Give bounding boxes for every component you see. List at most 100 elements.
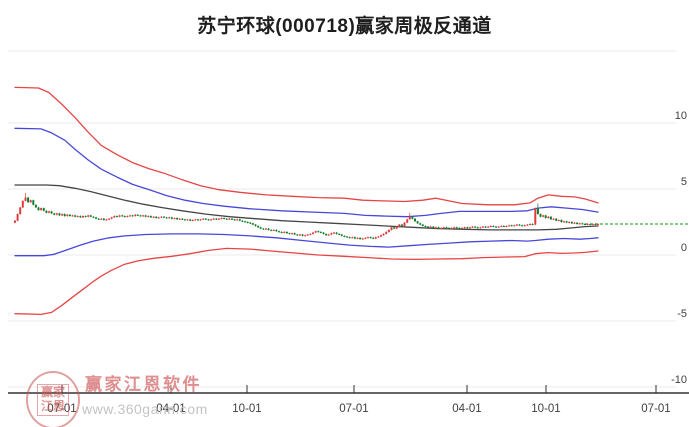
candle-body bbox=[364, 237, 367, 239]
candle-body bbox=[374, 237, 377, 239]
candle-body bbox=[291, 233, 294, 235]
candle-body bbox=[380, 235, 382, 237]
candle-body bbox=[181, 218, 184, 220]
x-axis-tick-label: 10-01 bbox=[531, 403, 560, 415]
candle-body bbox=[395, 226, 398, 229]
candle-body bbox=[97, 218, 100, 220]
candle-body bbox=[330, 233, 333, 235]
candle-body bbox=[327, 234, 330, 236]
candle-body bbox=[40, 208, 43, 211]
candle-body bbox=[270, 229, 273, 231]
candle-body bbox=[581, 223, 584, 225]
candle-body bbox=[66, 214, 69, 216]
candle-body bbox=[173, 218, 176, 219]
candle-body bbox=[296, 234, 299, 236]
candle-body bbox=[516, 224, 518, 226]
candle-body bbox=[400, 224, 403, 226]
candle-body bbox=[16, 214, 19, 221]
candle-body bbox=[278, 231, 280, 233]
candle-body bbox=[160, 216, 163, 218]
candle-body bbox=[55, 213, 58, 215]
candle-body bbox=[202, 218, 205, 220]
candle-body bbox=[24, 197, 27, 201]
candle-body bbox=[597, 224, 599, 225]
candle-body bbox=[487, 226, 490, 228]
candle-body bbox=[508, 225, 511, 227]
candle-body bbox=[126, 216, 129, 218]
candle-body bbox=[576, 222, 579, 224]
candle-body bbox=[534, 208, 537, 225]
candle-body bbox=[178, 218, 181, 220]
watermark-seal-logo: 赢家江恩 bbox=[26, 371, 80, 427]
candle-body bbox=[529, 224, 531, 225]
candle-body bbox=[249, 222, 252, 224]
y-axis-tick-label: 10 bbox=[675, 110, 687, 122]
candle-body bbox=[353, 237, 356, 239]
candle-body bbox=[123, 216, 126, 218]
candle-body bbox=[29, 200, 32, 203]
candle-body bbox=[163, 216, 165, 218]
candle-body bbox=[458, 227, 461, 229]
inner-channel-upper-line bbox=[14, 127, 599, 218]
candle-body bbox=[589, 224, 592, 225]
candle-body bbox=[317, 231, 320, 233]
candle-body bbox=[495, 226, 497, 228]
candle-body bbox=[393, 227, 396, 229]
candle-body bbox=[212, 218, 215, 220]
x-axis-tick-label: 07-01 bbox=[339, 403, 368, 415]
candle-body bbox=[50, 211, 53, 214]
candle-body bbox=[482, 226, 484, 228]
candle-body bbox=[440, 227, 443, 229]
candle-body bbox=[102, 218, 105, 220]
candle-body bbox=[262, 228, 265, 230]
candle-body bbox=[403, 222, 406, 226]
candle-body bbox=[322, 232, 325, 234]
candle-body bbox=[225, 218, 228, 220]
candle-body bbox=[34, 204, 37, 208]
candle-body bbox=[539, 214, 542, 217]
candle-body bbox=[563, 221, 565, 223]
candle-body bbox=[489, 226, 492, 227]
candle-body bbox=[492, 226, 495, 227]
candle-body bbox=[549, 216, 552, 220]
candle-body bbox=[238, 219, 241, 221]
x-axis-tick-label: 04-01 bbox=[452, 403, 481, 415]
candle-body bbox=[283, 231, 286, 233]
candle-body bbox=[523, 225, 526, 227]
candle-body bbox=[79, 216, 82, 218]
candle-body bbox=[191, 220, 194, 221]
candle-body bbox=[505, 226, 508, 227]
candle-body bbox=[455, 227, 458, 229]
candle-body bbox=[448, 227, 450, 229]
candle-body bbox=[544, 215, 547, 218]
candle-body bbox=[61, 214, 64, 216]
candle-body bbox=[343, 235, 346, 237]
candle-body bbox=[594, 224, 597, 225]
watermark-url-text: www.360gann.com bbox=[82, 401, 208, 417]
candle-body bbox=[547, 216, 550, 218]
candle-body bbox=[110, 217, 113, 219]
candle-body bbox=[84, 216, 87, 218]
candle-body bbox=[372, 237, 375, 239]
candle-body bbox=[42, 208, 45, 211]
candle-body bbox=[48, 211, 50, 213]
candle-body bbox=[92, 216, 95, 218]
candle-body bbox=[568, 222, 571, 223]
x-axis-tick-label: 04-01 bbox=[156, 403, 185, 415]
candle-body bbox=[325, 233, 328, 236]
candle-body bbox=[272, 229, 275, 231]
y-axis-tick-label: 0 bbox=[681, 242, 687, 254]
candle-body bbox=[186, 219, 189, 221]
inner-channel-lower-line bbox=[14, 233, 599, 257]
candle-body bbox=[236, 219, 239, 221]
candle-body bbox=[351, 237, 354, 239]
candle-body bbox=[95, 217, 97, 219]
candle-body bbox=[220, 218, 223, 219]
candle-body bbox=[429, 226, 432, 228]
candle-body bbox=[463, 227, 466, 229]
candle-body bbox=[121, 215, 124, 217]
candle-body bbox=[301, 234, 304, 236]
candle-body bbox=[197, 219, 199, 221]
candle-body bbox=[570, 222, 573, 224]
